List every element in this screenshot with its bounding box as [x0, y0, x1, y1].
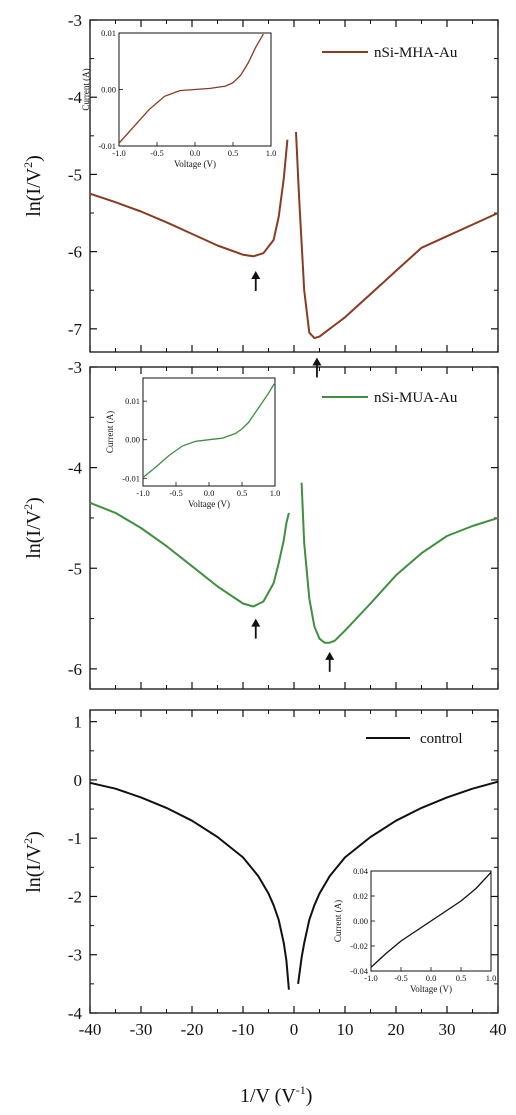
y-tick-label: -6	[68, 243, 82, 262]
inset-x-tick-label: 0.0	[190, 148, 201, 158]
inset-x-tick-label: 1.0	[486, 973, 497, 983]
inset-y-tick-label: 0.00	[353, 916, 368, 926]
inset-x-tick-label: 0.0	[204, 488, 215, 498]
inset-x-label: Voltage (V)	[188, 499, 230, 509]
arrow-head	[251, 618, 261, 627]
inset-y-tick-label: 0.04	[353, 866, 369, 876]
inset-y-tick-label: -0.01	[98, 141, 116, 151]
inset-x-tick-label: -0.5	[150, 148, 163, 158]
inset-x-tick-label: -1.0	[136, 488, 149, 498]
inset-x-tick-label: 0.5	[228, 148, 239, 158]
y-tick-label: -6	[68, 660, 82, 679]
legend-label: control	[420, 731, 463, 747]
inset-iv-plot: -1.0 -0.5 0.0 0.5 1.0 0.01 0.00 -0.01 Voltage (V…	[105, 377, 281, 509]
inset-y-tick-label: 0.00	[101, 85, 116, 95]
inset-x-tick-label: -1.0	[112, 148, 125, 158]
legend-middle: nSi-MUA-Au	[322, 390, 458, 406]
x-tick-label: 0	[290, 1020, 299, 1039]
inset-x-tick-label: -1.0	[364, 973, 377, 983]
inset-y-label: Current (A)	[105, 411, 115, 453]
panel-bottom-marks: 10-1-2-3-4-40 -30 -20 -10 0 10 20 30 40-1.0 -0.5 0…	[68, 710, 507, 1039]
y-tick-label: -2	[68, 887, 82, 906]
x-tick-label: 10	[337, 1020, 354, 1039]
y-tick-label: -1	[68, 829, 82, 848]
inset-x-tick-label: -0.5	[169, 488, 182, 498]
inset-x-tick-label: 0.5	[456, 973, 467, 983]
annotation-arrow	[312, 357, 322, 378]
inset-x-tick-label: 1.0	[270, 488, 281, 498]
arrow-head	[312, 357, 322, 366]
inset-x-tick-label: 0.5	[237, 488, 248, 498]
x-axis-title: 1/V (V-1)	[240, 1083, 312, 1107]
y-tick-label: -4	[68, 88, 83, 107]
y-tick-label: 1	[74, 713, 83, 732]
y-tick-label: -5	[68, 165, 82, 184]
y-tick-label: -4	[68, 1004, 83, 1023]
chart-marks: -3-4-5-6-7-1.0 -0.5 0.0 0.5 1.00.010.00-0.01…	[68, 11, 507, 1039]
y-tick-label: 0	[74, 771, 83, 790]
inset-y-tick-label: 0.02	[353, 891, 368, 901]
y-axis-title-middle: ln(I/V2)	[21, 497, 45, 559]
legend-label: nSi-MUA-Au	[374, 390, 458, 406]
y-tick-label: -5	[68, 559, 82, 578]
legend-bottom: control	[366, 731, 463, 747]
inset-curve	[118, 33, 264, 144]
annotation-arrow	[251, 270, 261, 291]
inset-frame	[142, 377, 276, 487]
arrow-head	[251, 270, 261, 279]
series-line	[89, 781, 290, 990]
inset-x-tick-label: 1.0	[266, 148, 277, 158]
annotation-arrow	[251, 618, 261, 639]
x-tick-label: 40	[490, 1020, 507, 1039]
inset-y-tick-label: 0.01	[101, 28, 116, 38]
inset-y-tick-label: -0.04	[350, 966, 368, 976]
inset-curve	[142, 382, 276, 479]
inset-curve	[370, 871, 492, 968]
inset-x-label: Voltage (V)	[174, 159, 216, 169]
y-tick-label: -3	[68, 358, 82, 377]
x-tick-label: -30	[130, 1020, 153, 1039]
inset-x-tick-label: -0.5	[394, 973, 407, 983]
inset-x-tick-label: 0.0	[426, 973, 437, 983]
series-line	[297, 780, 499, 985]
inset-iv-plot: -1.0 -0.5 0.0 0.5 1.0 0.01 0.00 -0.01 Voltage (V…	[81, 28, 276, 169]
inset-y-tick-label: 0.00	[125, 435, 140, 445]
x-tick-label: -10	[232, 1020, 255, 1039]
panel-top-marks: -3 -4 -5 -6 -7 -1.0 -0.5 0.0 0.5 1.0 0.01 0.00 -0.01…	[68, 11, 499, 378]
inset-y-tick-label: -0.01	[122, 473, 140, 483]
x-tick-label: 30	[439, 1020, 456, 1039]
y-tick-label: -7	[68, 320, 83, 339]
inset-iv-plot: -1.0 -0.5 0.0 0.5 1.0 0.04 0.02 0.00 -0.02 -0.04 V…	[333, 866, 496, 994]
x-tick-label: -20	[181, 1020, 204, 1039]
inset-y-tick-label: -0.02	[350, 941, 368, 951]
inset-x-label: Voltage (V)	[410, 984, 452, 994]
y-tick-label: -3	[68, 11, 82, 30]
legend-label: nSi-MHA-Au	[374, 45, 458, 61]
annotation-arrow	[325, 651, 335, 672]
y-tick-label: -3	[68, 946, 82, 965]
series-line	[295, 131, 499, 340]
y-axis-title-bottom: ln(I/V2)	[21, 831, 45, 893]
legend-top: nSi-MHA-Au	[322, 45, 458, 61]
series-line	[89, 139, 289, 258]
series-line	[89, 501, 290, 608]
x-tick-label: -40	[79, 1020, 102, 1039]
inset-y-label: Current (A)	[333, 900, 343, 942]
y-axis-title-top: ln(I/V2)	[21, 155, 45, 217]
x-tick-label: 20	[388, 1020, 405, 1039]
series-line	[300, 482, 499, 644]
inset-y-tick-label: 0.01	[125, 396, 140, 406]
arrow-head	[325, 651, 335, 660]
y-tick-label: -4	[68, 459, 83, 478]
inset-y-label: Current (A)	[81, 68, 91, 110]
panel-middle-marks: -3 -4 -5 -6 -1.0 -0.5 0.0 0.5 1.0 0.01 0.00 -0.01 Vo…	[68, 358, 499, 689]
